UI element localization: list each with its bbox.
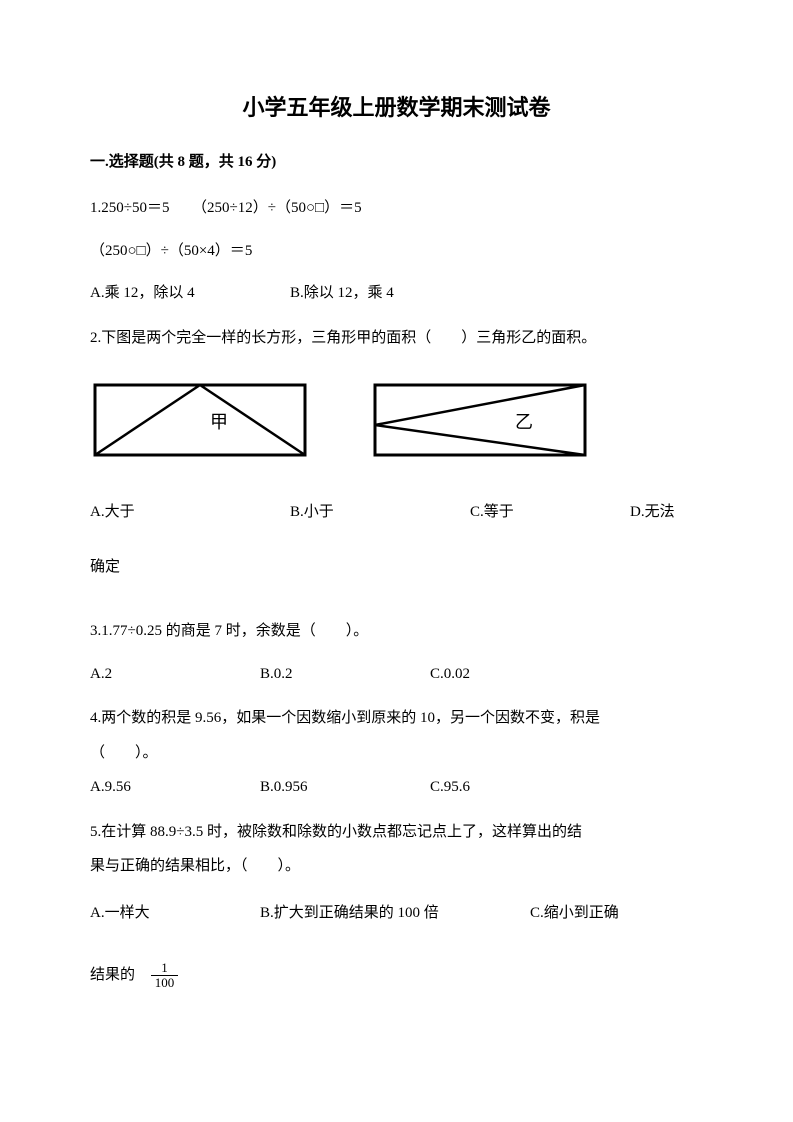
page-title: 小学五年级上册数学期末测试卷 xyxy=(90,90,703,122)
q3-option-b: B.0.2 xyxy=(260,657,430,692)
figure-label-jia: 甲 xyxy=(210,412,228,432)
q3-option-a: A.2 xyxy=(90,657,260,692)
fraction-denominator: 100 xyxy=(151,976,179,990)
q5-cont-text: 结果的 xyxy=(90,967,135,983)
q2-text: 2.下图是两个完全一样的长方形，三角形甲的面积（ ）三角形乙的面积。 xyxy=(90,321,703,356)
q4-line1: 4.两个数的积是 9.56，如果一个因数缩小到原来的 10，另一个因数不变，积是 xyxy=(90,701,703,736)
q4-option-c: C.95.6 xyxy=(430,770,590,805)
section-1-header: 一.选择题(共 8 题，共 16 分) xyxy=(90,150,703,171)
question-1: 1.250÷50＝5 （250÷12）÷（50○□）＝5 （250○□）÷（50… xyxy=(90,191,703,311)
q2-option-a: A.大于 xyxy=(90,495,290,530)
question-5: 5.在计算 88.9÷3.5 时，被除数和除数的小数点都忘记点上了，这样算出的结… xyxy=(90,815,703,993)
q2-option-b: B.小于 xyxy=(290,495,470,530)
question-4: 4.两个数的积是 9.56，如果一个因数缩小到原来的 10，另一个因数不变，积是… xyxy=(90,701,703,805)
q4-option-a: A.9.56 xyxy=(90,770,260,805)
q5-line2: 果与正确的结果相比，（ ）。 xyxy=(90,849,703,884)
question-3: 3.1.77÷0.25 的商是 7 时，余数是（ ）。 A.2 B.0.2 C.… xyxy=(90,614,703,691)
figure-yi: 乙 xyxy=(370,380,590,460)
q2-continuation: 确定 xyxy=(90,550,703,585)
q1-option-b: B.除以 12，乘 4 xyxy=(290,276,470,311)
q3-option-c: C.0.02 xyxy=(430,657,590,692)
figure-jia: 甲 xyxy=(90,380,310,460)
q5-line1: 5.在计算 88.9÷3.5 时，被除数和除数的小数点都忘记点上了，这样算出的结 xyxy=(90,815,703,850)
question-2: 2.下图是两个完全一样的长方形，三角形甲的面积（ ）三角形乙的面积。 甲 乙 A… xyxy=(90,321,703,585)
q5-continuation: 结果的 1 100 xyxy=(90,958,703,993)
q5-option-c: C.缩小到正确 xyxy=(530,896,619,931)
q5-option-b: B.扩大到正确结果的 100 倍 xyxy=(260,896,530,931)
q1-line2: （250○□）÷（50×4）＝5 xyxy=(90,234,703,269)
q2-option-c: C.等于 xyxy=(470,495,630,530)
q1-line1: 1.250÷50＝5 （250÷12）÷（50○□）＝5 xyxy=(90,191,703,226)
q4-line2: （ ）。 xyxy=(90,736,703,771)
q5-option-a: A.一样大 xyxy=(90,896,260,931)
q2-option-d: D.无法 xyxy=(630,495,675,530)
fraction-numerator: 1 xyxy=(151,961,179,976)
q1-option-a: A.乘 12，除以 4 xyxy=(90,276,290,311)
fraction-1-100: 1 100 xyxy=(151,961,179,991)
q3-text: 3.1.77÷0.25 的商是 7 时，余数是（ ）。 xyxy=(90,614,703,649)
q2-figures: 甲 乙 xyxy=(90,380,703,460)
figure-label-yi: 乙 xyxy=(515,412,533,432)
q4-option-b: B.0.956 xyxy=(260,770,430,805)
